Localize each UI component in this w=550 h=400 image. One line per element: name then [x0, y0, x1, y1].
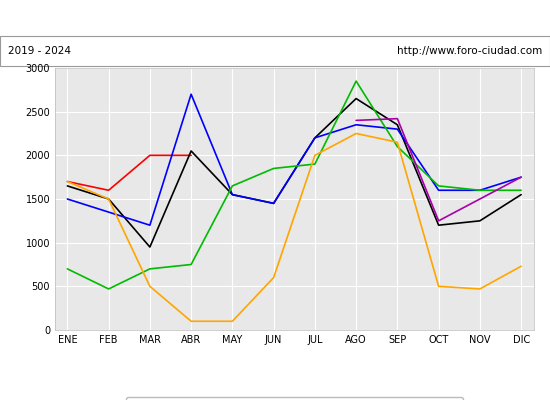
Legend: 2024, 2023, 2022, 2021, 2020, 2019: 2024, 2023, 2022, 2021, 2020, 2019 — [125, 397, 463, 400]
Text: Evolucion Nº Turistas Nacionales en el municipio de Calzada de Calatrava: Evolucion Nº Turistas Nacionales en el m… — [31, 12, 519, 24]
Text: 2019 - 2024: 2019 - 2024 — [8, 46, 72, 56]
Text: http://www.foro-ciudad.com: http://www.foro-ciudad.com — [397, 46, 542, 56]
